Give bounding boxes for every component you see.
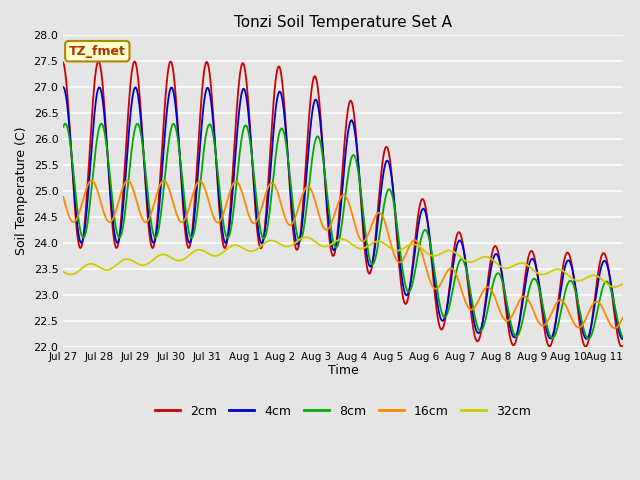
- 2cm: [618, 344, 626, 349]
- 4cm: [214, 172, 221, 178]
- Title: Tonzi Soil Temperature Set A: Tonzi Soil Temperature Set A: [234, 15, 452, 30]
- Legend: 2cm, 4cm, 8cm, 16cm, 32cm: 2cm, 4cm, 8cm, 16cm, 32cm: [150, 400, 536, 423]
- 32cm: [127, 257, 135, 263]
- 8cm: [70, 169, 77, 175]
- 32cm: [302, 234, 310, 240]
- Line: 8cm: 8cm: [63, 123, 623, 339]
- 8cm: [97, 120, 105, 126]
- 32cm: [412, 242, 419, 248]
- 16cm: [619, 315, 627, 321]
- 2cm: [60, 60, 67, 65]
- 16cm: [88, 178, 95, 183]
- 16cm: [412, 238, 419, 243]
- Line: 2cm: 2cm: [63, 61, 623, 347]
- 8cm: [185, 227, 193, 233]
- 8cm: [60, 124, 67, 130]
- Text: TZ_fmet: TZ_fmet: [69, 45, 125, 58]
- 8cm: [214, 173, 222, 179]
- Y-axis label: Soil Temperature (C): Soil Temperature (C): [15, 127, 28, 255]
- 32cm: [60, 269, 67, 275]
- 2cm: [619, 343, 627, 349]
- 32cm: [428, 253, 436, 259]
- 4cm: [60, 84, 67, 90]
- 4cm: [184, 236, 191, 242]
- 2cm: [214, 189, 222, 195]
- 8cm: [619, 334, 627, 340]
- 2cm: [428, 262, 436, 267]
- 16cm: [611, 325, 619, 331]
- 8cm: [584, 336, 592, 342]
- 2cm: [95, 59, 102, 64]
- 16cm: [185, 207, 193, 213]
- X-axis label: Time: Time: [328, 364, 358, 377]
- 16cm: [128, 183, 136, 189]
- 2cm: [185, 245, 193, 251]
- 4cm: [428, 247, 435, 253]
- 4cm: [619, 336, 627, 342]
- Line: 4cm: 4cm: [63, 87, 623, 339]
- 32cm: [70, 271, 77, 277]
- 16cm: [70, 219, 77, 225]
- 8cm: [428, 251, 436, 257]
- 8cm: [128, 146, 136, 152]
- Line: 32cm: 32cm: [63, 237, 623, 287]
- 4cm: [411, 249, 419, 254]
- 32cm: [611, 284, 619, 290]
- 16cm: [214, 220, 222, 226]
- 32cm: [214, 252, 221, 258]
- 32cm: [184, 253, 191, 259]
- 16cm: [60, 194, 67, 200]
- 4cm: [70, 178, 77, 183]
- 2cm: [412, 233, 419, 239]
- 16cm: [428, 283, 436, 288]
- Line: 16cm: 16cm: [63, 180, 623, 328]
- 2cm: [70, 183, 77, 189]
- 8cm: [412, 265, 419, 271]
- 2cm: [128, 70, 136, 75]
- 4cm: [127, 107, 135, 112]
- 32cm: [619, 281, 627, 287]
